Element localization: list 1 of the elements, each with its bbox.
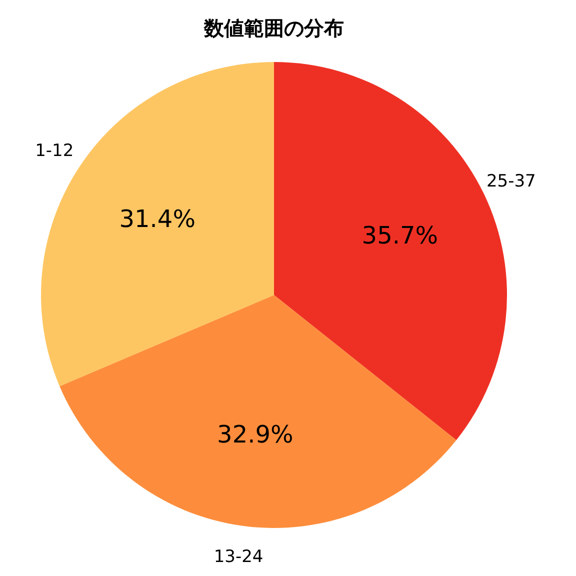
title: 数値範囲の分布 xyxy=(204,16,344,40)
